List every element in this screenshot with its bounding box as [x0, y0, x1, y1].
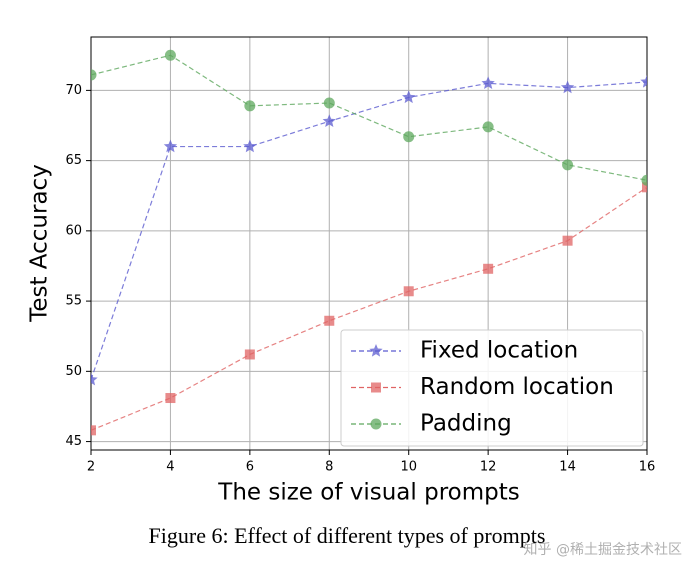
- legend-box: [340, 329, 644, 447]
- y-tick-label: 50: [65, 364, 82, 379]
- watermark: 知乎 @稀土掘金技术社区: [524, 541, 682, 558]
- marker: [91, 69, 97, 81]
- x-tick-label: 2: [87, 460, 95, 475]
- plot-frame: [90, 36, 648, 451]
- legend-marker: [371, 382, 381, 393]
- x-tick-label: 12: [480, 460, 497, 475]
- marker: [244, 349, 255, 360]
- y-tick-label: 65: [65, 153, 82, 168]
- x-tick-label: 10: [400, 460, 417, 475]
- marker: [163, 139, 178, 153]
- y-tick-label: 70: [65, 83, 82, 98]
- marker: [164, 49, 176, 61]
- y-axis-label: Test Accuracy: [27, 164, 53, 323]
- x-tick-label: 14: [559, 460, 576, 475]
- x-tick-label: 8: [325, 460, 333, 475]
- legend-marker: [369, 344, 383, 357]
- marker: [641, 174, 647, 186]
- y-tick-label: 45: [65, 434, 82, 449]
- series-line: [91, 54, 647, 181]
- marker: [560, 80, 575, 94]
- y-tick-label: 60: [65, 223, 82, 238]
- legend-label: Padding: [420, 411, 512, 437]
- x-axis-label: The size of visual prompts: [217, 480, 519, 506]
- series-line: [91, 186, 647, 431]
- marker: [640, 74, 647, 88]
- legend-label: Fixed location: [420, 338, 578, 364]
- marker: [324, 315, 335, 326]
- marker: [482, 121, 494, 133]
- x-tick-label: 16: [639, 460, 656, 475]
- marker: [481, 76, 495, 90]
- marker: [483, 263, 494, 274]
- y-tick-label: 55: [65, 294, 82, 309]
- legend-label: Random location: [420, 374, 614, 400]
- caption: Figure 6: Effect of different types of p…: [149, 523, 546, 548]
- marker: [244, 100, 256, 112]
- marker: [403, 131, 415, 143]
- marker: [165, 393, 176, 404]
- series-line: [91, 81, 647, 380]
- marker: [402, 90, 416, 104]
- x-tick-label: 4: [166, 460, 174, 475]
- marker: [91, 425, 96, 436]
- marker: [243, 139, 257, 153]
- marker: [403, 286, 414, 297]
- legend-marker: [370, 418, 382, 430]
- marker: [562, 159, 574, 171]
- marker: [322, 114, 336, 127]
- marker: [91, 372, 98, 386]
- marker: [323, 97, 335, 109]
- x-tick-label: 6: [246, 460, 254, 475]
- marker: [562, 235, 573, 246]
- marker: [642, 182, 647, 193]
